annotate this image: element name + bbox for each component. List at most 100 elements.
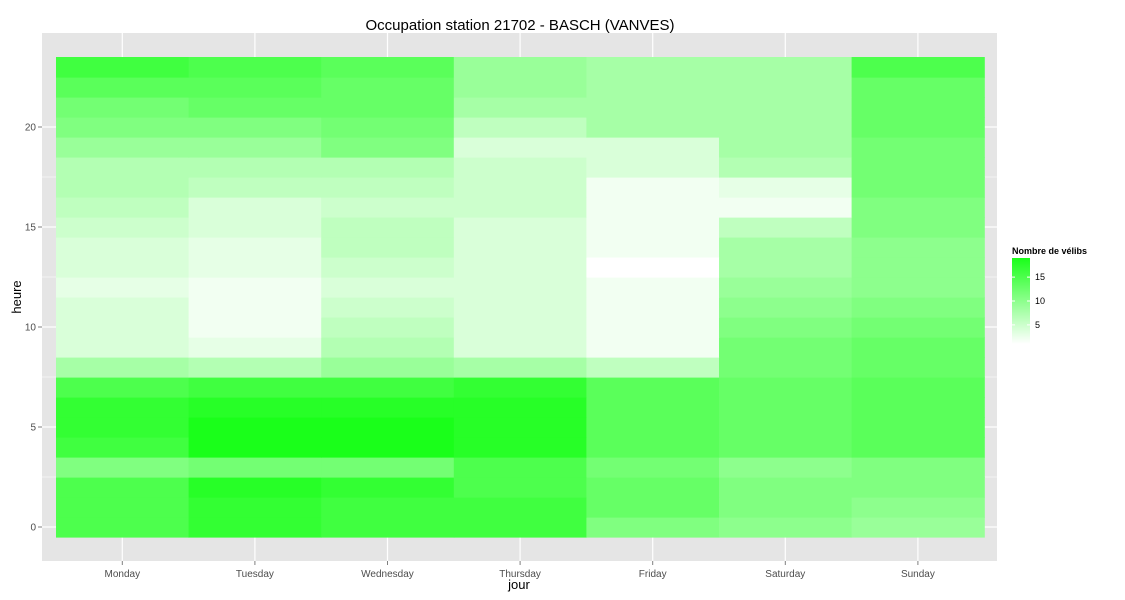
heatmap-cell	[321, 477, 455, 498]
heatmap-cell	[851, 57, 985, 78]
heatmap-cell	[321, 237, 455, 258]
heatmap-cell	[188, 237, 322, 258]
heatmap-cell	[56, 237, 190, 258]
heatmap-cell	[719, 237, 853, 258]
heatmap-cell	[56, 77, 190, 98]
heatmap-cell	[453, 457, 587, 478]
heatmap-cell	[586, 437, 720, 458]
y-tick-label: 10	[25, 323, 37, 334]
heatmap-cell	[188, 77, 322, 98]
heatmap-cell	[453, 137, 587, 158]
heatmap-cell	[56, 57, 190, 78]
heatmap-cell	[56, 317, 190, 338]
heatmap-cell	[719, 277, 853, 298]
heatmap-cell	[586, 237, 720, 258]
heatmap-cell	[586, 97, 720, 118]
heatmap-cell	[321, 377, 455, 398]
heatmap-cell	[321, 417, 455, 438]
heatmap-cell	[586, 57, 720, 78]
x-tick-label: Thursday	[499, 569, 541, 580]
heatmap-cell	[453, 297, 587, 318]
heatmap-cell	[321, 277, 455, 298]
heatmap-cell	[188, 137, 322, 158]
heatmap-cell	[188, 497, 322, 518]
heatmap-cell	[188, 317, 322, 338]
heatmap-cell	[321, 57, 455, 78]
heatmap-cell	[321, 317, 455, 338]
heatmap-cell	[719, 57, 853, 78]
heatmap-cell	[56, 497, 190, 518]
x-tick-label: Friday	[639, 569, 667, 580]
heatmap-cell	[719, 377, 853, 398]
heatmap-cell	[851, 77, 985, 98]
heatmap-cell	[188, 477, 322, 498]
heatmap-cell	[851, 297, 985, 318]
x-axis-ticks: Monday Tuesday Wednesday Thursday Friday Satu…	[105, 561, 935, 580]
heatmap-cell	[188, 377, 322, 398]
heatmap-cell	[321, 497, 455, 518]
heatmap-cell	[453, 477, 587, 498]
x-tick-label: Wednesday	[361, 569, 414, 580]
heatmap-cell	[453, 397, 587, 418]
heatmap-cell	[56, 117, 190, 138]
heatmap-cell	[188, 457, 322, 478]
legend-colorbar	[1012, 258, 1030, 344]
heatmap-cell	[56, 397, 190, 418]
heatmap-cell	[188, 397, 322, 418]
heatmap-cell	[56, 517, 190, 538]
heatmap-cell	[453, 97, 587, 118]
heatmap-cell	[188, 97, 322, 118]
heatmap-cell	[56, 457, 190, 478]
heatmap-cell	[453, 77, 587, 98]
heatmap-cell	[586, 217, 720, 238]
color-legend: Nombre de vélibs 5 10 15	[1012, 246, 1087, 344]
heatmap-cell	[586, 457, 720, 478]
heatmap-cell	[321, 197, 455, 218]
heatmap-cell	[586, 137, 720, 158]
heatmap-cell	[851, 397, 985, 418]
heatmap-cell	[453, 277, 587, 298]
heatmap-cell	[719, 157, 853, 178]
heatmap-cell	[453, 437, 587, 458]
heatmap-cell	[719, 357, 853, 378]
heatmap-cell	[851, 277, 985, 298]
legend-tick-label: 10	[1035, 296, 1045, 306]
heatmap-cell	[586, 357, 720, 378]
heatmap-cell	[56, 257, 190, 278]
heatmap-cell	[321, 437, 455, 458]
heatmap-cell	[188, 57, 322, 78]
heatmap-cell	[586, 157, 720, 178]
heatmap-cell	[188, 197, 322, 218]
heatmap-cell	[453, 117, 587, 138]
heatmap-cell	[851, 337, 985, 358]
heatmap-cells	[56, 57, 985, 538]
y-axis-title: heure	[9, 280, 24, 313]
heatmap-cell	[719, 257, 853, 278]
x-tick-label: Tuesday	[236, 569, 274, 580]
heatmap-cell	[321, 177, 455, 198]
heatmap-cell	[321, 157, 455, 178]
chart-title: Occupation station 21702 - BASCH (VANVES…	[365, 17, 674, 34]
heatmap-cell	[719, 517, 853, 538]
heatmap-cell	[188, 217, 322, 238]
heatmap-cell	[188, 337, 322, 358]
heatmap-cell	[851, 157, 985, 178]
heatmap-cell	[56, 197, 190, 218]
heatmap-cell	[321, 217, 455, 238]
heatmap-cell	[586, 277, 720, 298]
x-tick-label: Sunday	[901, 569, 935, 580]
heatmap-cell	[851, 97, 985, 118]
heatmap-cell	[188, 297, 322, 318]
heatmap-cell	[719, 437, 853, 458]
heatmap-cell	[453, 157, 587, 178]
heatmap-cell	[586, 517, 720, 538]
heatmap-cell	[56, 277, 190, 298]
heatmap-cell	[453, 317, 587, 338]
heatmap-cell	[586, 197, 720, 218]
heatmap-cell	[188, 357, 322, 378]
heatmap-cell	[851, 457, 985, 478]
heatmap-cell	[56, 477, 190, 498]
heatmap-cell	[453, 377, 587, 398]
heatmap-cell	[586, 497, 720, 518]
x-axis-title: jour	[507, 577, 530, 592]
